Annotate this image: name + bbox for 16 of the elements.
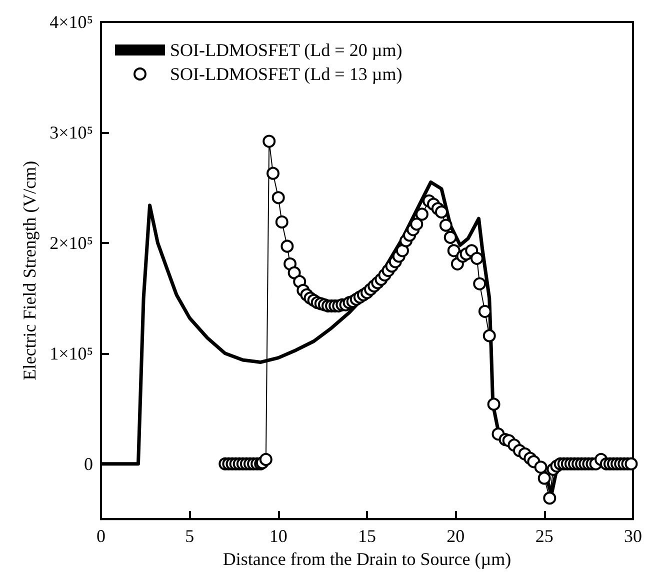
legend-label: SOI-LDMOSFET (Ld = 20 µm)	[170, 40, 402, 60]
x-tick-label: 10	[269, 526, 288, 546]
x-tick-label: 25	[535, 526, 554, 546]
x-tick-label: 20	[446, 526, 465, 546]
x-tick-label: 15	[358, 526, 376, 546]
y-tick-label: 4×10⁵	[50, 12, 93, 32]
x-tick-label: 0	[96, 526, 106, 546]
y-tick-label: 0	[84, 454, 93, 474]
x-tick-label: 30	[624, 526, 642, 546]
y-tick-label: 1×10⁵	[50, 343, 93, 364]
x-axis-title: Distance from the Drain to Source (µm)	[222, 549, 512, 569]
legend-label: SOI-LDMOSFET (Ld = 13 µm)	[170, 64, 402, 84]
y-tick-label: 3×10⁵	[50, 122, 93, 142]
y-axis-title: Electric Field Strength (V/cm)	[20, 160, 40, 380]
y-tick-label: 2×10⁵	[50, 232, 93, 253]
x-tick-label: 5	[185, 526, 194, 546]
